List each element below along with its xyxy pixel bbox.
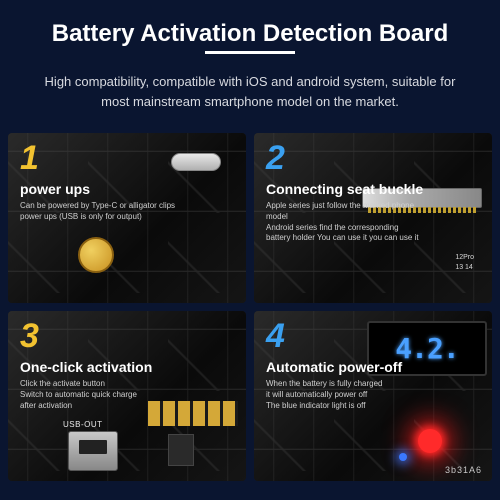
card-connecting-seat: 12Pro 13 14 2 Connecting seat buckle App… [254,133,492,303]
card-number: 1 [20,141,39,175]
card-title: One-click activation [20,359,152,375]
usb-socket-icon [68,431,118,471]
header: Battery Activation Detection Board High … [0,0,500,123]
card-desc: Apple series just follow the marked phon… [266,201,437,244]
card-desc: Can be powered by Type-C or alligator cl… [20,201,191,223]
cards-grid: 1 power ups Can be powered by Type-C or … [0,123,500,489]
serial-number: 3b31A6 [445,465,482,475]
title-text: Battery Activation Detection Board [52,20,449,47]
card-power-ups: 1 power ups Can be powered by Type-C or … [8,133,246,303]
led-blue-icon [399,453,407,461]
title-underline [205,51,295,54]
card-auto-power-off: 4.2. 3b31A6 4 Automatic power-off When t… [254,311,492,481]
page-title: Battery Activation Detection Board [52,20,449,48]
card-title: Automatic power-off [266,359,402,375]
usb-out-label: USB-OUT [63,420,103,429]
card-desc: When the battery is fully charged it wil… [266,379,437,411]
gold-button-icon [78,237,114,273]
card-title: Connecting seat buckle [266,181,423,197]
display-value: 4.2. [395,332,458,365]
card-number: 4 [266,319,285,353]
pcb-model-labels: 12Pro 13 14 [455,253,474,273]
led-red-icon [418,429,442,453]
card-desc: Click the activate button Switch to auto… [20,379,191,411]
card-number: 2 [266,141,285,175]
card-title: power ups [20,181,90,197]
usb-c-port-icon [171,153,221,171]
switch-block-icon [168,434,194,466]
card-one-click-activation: USB-OUT 3 One-click activation Click the… [8,311,246,481]
subtitle-text: High compatibility, compatible with iOS … [30,72,470,111]
card-number: 3 [20,319,39,353]
